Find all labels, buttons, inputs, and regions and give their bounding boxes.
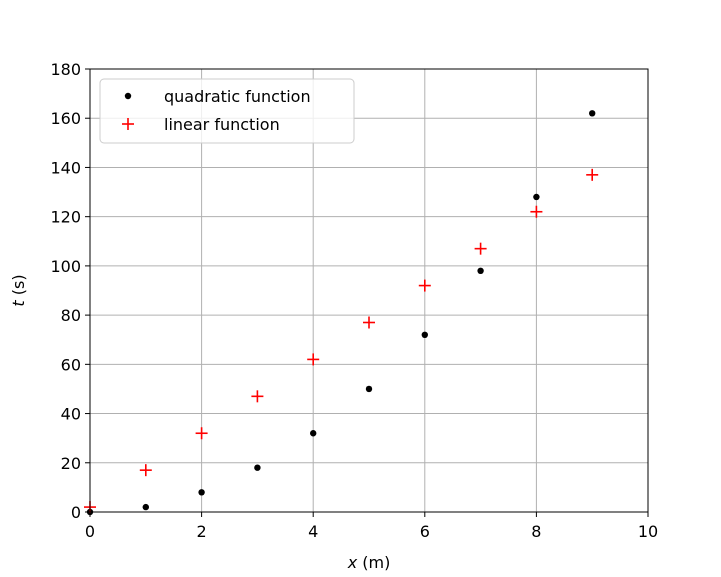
legend-label: linear function (164, 115, 280, 134)
data-point-plus (530, 205, 543, 218)
data-point-dot (533, 193, 540, 201)
x-tick-label: 8 (531, 522, 541, 541)
data-point-plus (474, 242, 487, 255)
y-tick-label: 80 (61, 306, 81, 325)
data-point-plus (251, 390, 264, 403)
y-tick-label: 100 (50, 257, 81, 276)
legend-marker-plus (122, 118, 134, 130)
y-tick-label: 0 (71, 503, 81, 522)
y-tick-label: 40 (61, 405, 81, 424)
legend: quadratic function linear function (99, 78, 355, 144)
x-axis-variable: x (347, 553, 358, 572)
x-tick-label: 10 (638, 522, 658, 541)
legend-label: quadratic function (164, 87, 311, 106)
data-point-plus (586, 168, 599, 181)
x-axis-ticks: 0 2 4 6 8 10 (85, 512, 658, 541)
data-point-plus (418, 279, 431, 292)
data-point-dot (477, 267, 484, 275)
y-axis-unit: (s) (9, 274, 28, 300)
y-axis-variable: t (9, 300, 28, 307)
data-point-plus (307, 353, 320, 366)
x-axis-label: x (m) (347, 553, 391, 572)
series-plus (84, 168, 599, 514)
y-tick-label: 120 (50, 208, 81, 227)
plot-frame (89, 68, 649, 513)
data-point-dot (589, 110, 596, 117)
data-point-plus (363, 316, 375, 329)
legend-box (99, 78, 355, 144)
x-tick-label: 4 (308, 522, 318, 541)
x-tick-label: 6 (420, 522, 430, 541)
y-tick-label: 60 (61, 355, 81, 374)
x-axis-unit: (m) (357, 553, 390, 572)
data-point-dot (421, 331, 428, 338)
data-point-dot (254, 464, 261, 471)
legend-marker-dot (124, 92, 132, 100)
y-axis-label: t (s) (9, 274, 28, 306)
data-point-dot (142, 503, 149, 511)
data-point-plus (195, 427, 208, 440)
data-series (84, 110, 599, 516)
x-tick-label: 2 (197, 522, 207, 541)
y-tick-label: 140 (50, 158, 81, 177)
y-tick-label: 20 (61, 454, 81, 473)
y-tick-label: 160 (50, 109, 81, 128)
data-point-plus (139, 464, 152, 477)
x-tick-label: 0 (85, 522, 95, 541)
series-dot (86, 110, 596, 516)
data-point-dot (365, 385, 373, 393)
y-axis-ticks: 0 20 40 60 80 100 120 140 160 180 (50, 60, 90, 522)
y-tick-label: 180 (50, 60, 81, 79)
data-point-dot (310, 430, 317, 437)
data-point-dot (198, 489, 205, 496)
